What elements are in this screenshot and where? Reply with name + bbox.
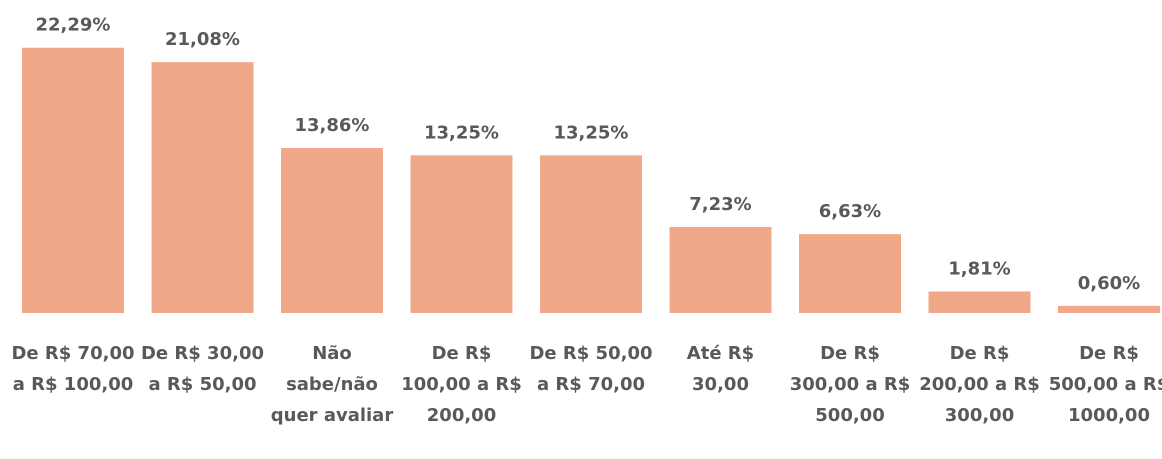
data-label: 13,25% [424, 122, 499, 143]
x-tick-label: Não sabe/não quer avaliar [270, 343, 394, 426]
bar [799, 234, 901, 313]
x-tick-label: De R$ 500,00 a R$ 1000,00 [1048, 343, 1162, 426]
bar [669, 226, 772, 313]
bar [281, 148, 383, 313]
data-label: 13,25% [554, 122, 629, 143]
data-label: 1,81% [948, 258, 1010, 279]
bar [928, 291, 1031, 313]
x-tick-label: De R$ 30,00 a R$ 50,00 [140, 343, 264, 395]
x-tick-label: De R$ 70,00 a R$ 100,00 [11, 343, 135, 395]
bar [1058, 305, 1160, 313]
bar [410, 155, 513, 313]
data-label: 6,63% [819, 201, 881, 222]
data-label: 7,23% [689, 194, 751, 215]
data-label: 13,86% [295, 115, 370, 136]
x-tick-label: Até R$ 30,00 [686, 343, 755, 395]
x-tick-label: De R$ 50,00 a R$ 70,00 [529, 343, 653, 395]
x-tick-label: De R$ 200,00 a R$ 300,00 [919, 343, 1040, 426]
data-label: 21,08% [165, 29, 240, 50]
x-tick-label: De R$ 300,00 a R$ 500,00 [789, 343, 911, 426]
bar [151, 62, 254, 314]
data-label: 22,29% [36, 15, 111, 36]
bar [540, 155, 642, 313]
data-label: 0,60% [1078, 273, 1140, 294]
x-tick-label: De R$ 100,00 a R$ 200,00 [401, 343, 522, 426]
bar [22, 47, 124, 314]
